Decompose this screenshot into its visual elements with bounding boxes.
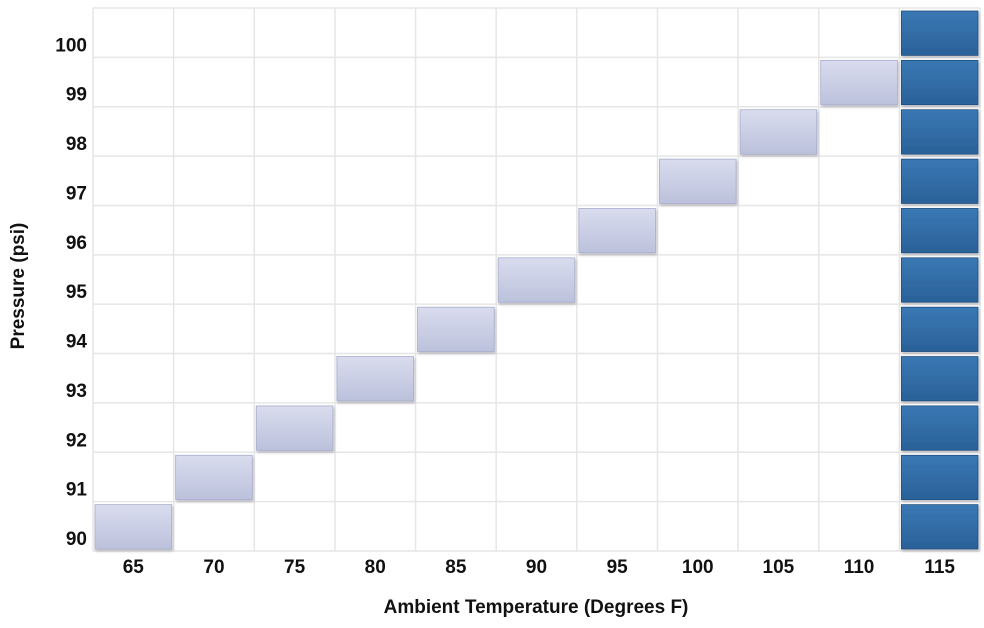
x-tick-label: 105 [763, 557, 795, 578]
data-cell [94, 504, 173, 550]
x-tick-label: 70 [203, 557, 224, 578]
grid [92, 7, 981, 552]
x-axis-ticks: 65 70 75 80 85 90 95 100 105 110 115 [123, 557, 956, 578]
x-tick-label: 100 [682, 557, 714, 578]
y-axis-title: Pressure (psi) [8, 223, 29, 350]
y-tick-label: 100 [55, 35, 87, 56]
highlight-cell [900, 158, 979, 204]
highlight-cell [900, 10, 979, 56]
data-cell [739, 109, 818, 155]
data-cells [94, 59, 898, 550]
data-cell [578, 208, 656, 254]
x-tick-label: 115 [924, 557, 955, 578]
highlight-cell [900, 306, 979, 352]
data-cell [820, 59, 898, 106]
highlight-cell [900, 208, 979, 254]
y-tick-label: 97 [66, 183, 87, 204]
y-tick-label: 91 [66, 480, 88, 501]
x-tick-label: 90 [526, 557, 547, 578]
y-tick-label: 93 [66, 381, 87, 402]
y-axis-ticks: 90 91 92 93 94 95 96 97 98 99 100 [55, 35, 87, 550]
y-tick-label: 94 [66, 332, 88, 353]
x-tick-label: 80 [365, 557, 386, 578]
highlight-column [900, 10, 979, 550]
y-tick-label: 96 [66, 233, 87, 254]
highlight-cell [900, 109, 979, 155]
data-cell [336, 356, 414, 402]
highlight-cell [900, 405, 979, 451]
x-tick-label: 75 [284, 557, 306, 578]
x-tick-label: 95 [607, 557, 629, 578]
y-tick-label: 98 [66, 134, 87, 155]
x-tick-label: 65 [123, 557, 145, 578]
y-tick-label: 95 [66, 282, 88, 303]
highlight-cell [900, 454, 979, 501]
y-tick-label: 92 [66, 430, 87, 451]
highlight-cell [900, 504, 979, 550]
highlight-cell [900, 59, 979, 106]
data-cell [175, 454, 253, 501]
data-cell [497, 257, 576, 303]
data-cell [659, 158, 737, 204]
y-tick-label: 90 [66, 529, 87, 550]
highlight-cell [900, 257, 979, 303]
x-axis-title: Ambient Temperature (Degrees F) [384, 597, 689, 618]
y-tick-label: 99 [66, 85, 87, 106]
data-cell [255, 405, 334, 451]
data-cell [417, 306, 495, 352]
x-tick-label: 85 [445, 557, 467, 578]
x-tick-label: 110 [844, 557, 875, 578]
highlight-cell [900, 356, 979, 402]
